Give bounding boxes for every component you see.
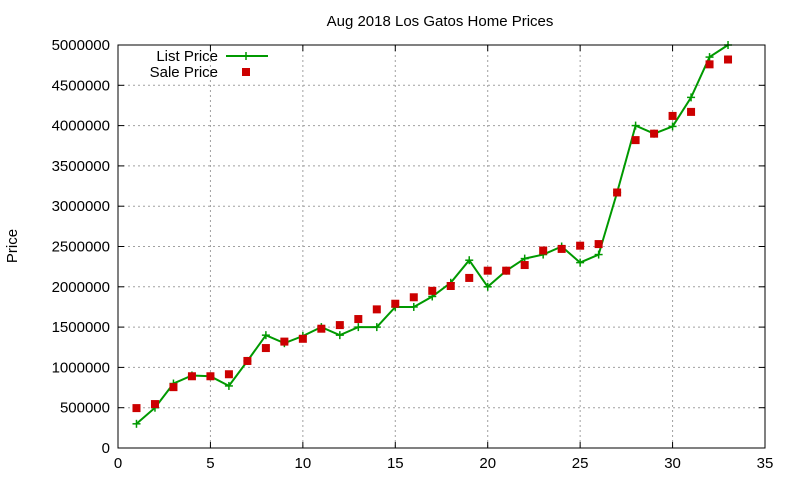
legend-label: Sale Price	[150, 64, 218, 81]
x-tick-label: 35	[757, 455, 774, 472]
list-price-point	[261, 331, 270, 340]
y-tick-label: 4500000	[52, 77, 110, 94]
y-tick-label: 2000000	[52, 279, 110, 296]
sale-price-point	[502, 266, 511, 275]
y-tick-label: 1500000	[52, 319, 110, 336]
y-tick-label: 2500000	[52, 239, 110, 256]
x-tick-label: 25	[572, 455, 589, 472]
sale-price-point	[594, 240, 603, 249]
data-series	[132, 41, 733, 428]
sale-price-point	[465, 273, 474, 282]
list-price-point	[687, 93, 696, 102]
list-price-point	[224, 381, 233, 390]
sale-price-point	[261, 344, 270, 353]
list-price-point	[372, 323, 381, 332]
axis-ticks: 0 500000 1000000 1500000 2000000 2500000 30000…	[52, 37, 774, 472]
y-tick-label: 3500000	[52, 158, 110, 175]
sale-price-point	[409, 293, 418, 302]
y-axis-label: Price	[4, 229, 21, 263]
list-price-point	[354, 323, 363, 332]
sale-price-point	[539, 246, 548, 255]
x-tick-label: 5	[206, 455, 214, 472]
x-tick-label: 30	[664, 455, 681, 472]
sale-price-point	[150, 400, 159, 409]
sale-price-point	[224, 370, 233, 379]
list-price-point	[409, 302, 418, 311]
sale-price-point	[576, 241, 585, 250]
sale-price-point	[687, 107, 696, 116]
y-tick-label: 4000000	[52, 118, 110, 135]
list-price-point	[465, 256, 474, 265]
x-tick-label: 0	[114, 455, 122, 472]
x-tick-label: 10	[295, 455, 312, 472]
legend-marker	[242, 68, 250, 76]
list-price-point	[668, 122, 677, 131]
sale-price-point	[613, 188, 622, 197]
sale-price-point	[206, 372, 215, 381]
list-price-point	[705, 53, 714, 62]
sale-price-point	[668, 111, 677, 120]
sale-price-point	[557, 244, 566, 253]
legend-label: List Price	[156, 48, 218, 65]
sale-price-point	[428, 286, 437, 295]
list-price-point	[576, 258, 585, 267]
sale-price-point	[169, 383, 178, 392]
legend-marker	[242, 52, 250, 60]
sale-price-point	[354, 315, 363, 324]
plot-frame	[117, 44, 766, 449]
sale-price-point	[520, 261, 529, 270]
list-price-point	[483, 282, 492, 291]
x-tick-label: 15	[387, 455, 404, 472]
sale-price-point	[446, 281, 455, 290]
sale-price-point	[317, 324, 326, 333]
sale-price-point	[391, 299, 400, 308]
y-tick-label: 0	[102, 440, 110, 457]
sale-price-point	[631, 136, 640, 145]
y-tick-label: 5000000	[52, 37, 110, 54]
sale-price-point	[187, 372, 196, 381]
list-price-point	[132, 419, 141, 428]
sale-price-point	[280, 337, 289, 346]
y-tick-label: 3000000	[52, 198, 110, 215]
sale-price-point	[298, 334, 307, 343]
grid	[118, 45, 765, 448]
sale-price-point	[335, 321, 344, 330]
y-tick-label: 500000	[60, 400, 110, 417]
list-price-point	[594, 250, 603, 259]
sale-price-point	[372, 305, 381, 314]
sale-price-point	[650, 129, 659, 138]
sale-price-point	[243, 356, 252, 365]
sale-price-point	[483, 266, 492, 275]
sale-price-point	[724, 55, 733, 64]
x-tick-label: 20	[479, 455, 496, 472]
chart-title: Aug 2018 Los Gatos Home Prices	[327, 13, 554, 30]
sale-price-point	[705, 60, 714, 69]
y-tick-label: 1000000	[52, 359, 110, 376]
list-price-point	[335, 331, 344, 340]
sale-price-point	[132, 404, 141, 413]
list-price-point	[631, 121, 640, 130]
